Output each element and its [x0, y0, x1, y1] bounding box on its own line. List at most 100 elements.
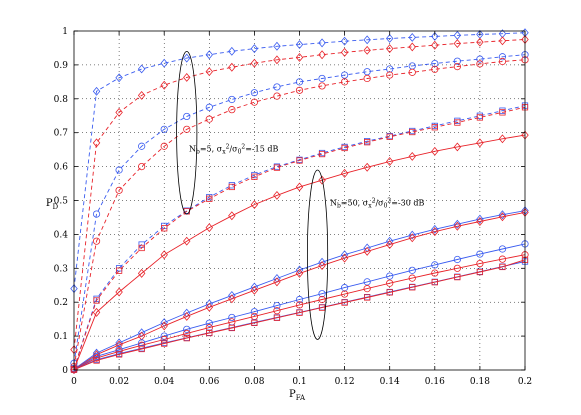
data-point-diamond: [92, 138, 101, 148]
series-red-circle-solid: [70, 251, 529, 374]
data-point-square: [499, 263, 506, 271]
y-tick-label: 0: [62, 366, 68, 376]
data-point-square: [296, 157, 303, 164]
series-red-square-solid: [70, 256, 529, 373]
data-point-square: [228, 324, 235, 332]
annotation-nb5-nsub: b: [196, 148, 200, 155]
data-point-diamond: [453, 39, 462, 49]
annotation-nb5-eq1: =5, σ: [200, 144, 223, 153]
data-point-circle: [295, 78, 304, 86]
data-point-circle: [92, 237, 101, 245]
data-point-circle: [92, 354, 101, 362]
data-point-circle: [205, 115, 213, 123]
data-point-diamond: [160, 58, 168, 68]
x-axis-label-main: P: [289, 389, 296, 400]
data-point-square: [161, 340, 168, 347]
data-point-diamond: [137, 90, 146, 100]
data-point-diamond: [183, 53, 191, 63]
data-point-diamond: [453, 142, 462, 152]
data-point-square: [454, 273, 461, 281]
data-point-square: [318, 304, 326, 311]
data-point-circle: [453, 57, 461, 65]
data-point-square: [93, 297, 100, 304]
annotation-nb5-xsub: x: [222, 148, 226, 155]
series-line: [73, 32, 526, 289]
y-tick-label: 0.3: [54, 264, 69, 274]
annotation-nb50-nsub: b: [337, 203, 341, 210]
data-point-diamond: [92, 86, 101, 96]
data-point-diamond: [363, 35, 371, 45]
data-point-circle: [318, 295, 326, 304]
data-point-square: [273, 314, 281, 321]
x-tick-label: 0.04: [154, 377, 174, 387]
data-point-square: [206, 195, 213, 202]
annotation-nb50-zsub: 0: [384, 203, 388, 210]
data-point-circle: [228, 95, 236, 104]
data-point-circle: [295, 86, 304, 94]
data-point-diamond: [431, 146, 439, 156]
data-point-circle: [250, 98, 258, 106]
x-tick-label: 0.06: [199, 377, 219, 387]
data-point-circle: [115, 186, 123, 194]
data-point-diamond: [295, 52, 304, 62]
data-point-circle: [205, 319, 213, 327]
data-point-circle: [228, 313, 236, 322]
data-point-diamond: [295, 40, 304, 50]
data-point-diamond: [205, 223, 214, 233]
data-point-square: [409, 128, 416, 136]
data-point-diamond: [340, 253, 349, 263]
data-point-circle: [386, 272, 394, 280]
data-point-circle: [476, 250, 484, 258]
annotation-nb5-sup2b: 2: [241, 143, 245, 150]
data-point-circle: [160, 142, 168, 150]
data-point-diamond: [476, 37, 484, 47]
data-point-circle: [138, 163, 146, 171]
data-point-circle: [318, 290, 326, 298]
data-point-diamond: [115, 73, 123, 83]
data-point-circle: [408, 274, 416, 282]
data-point-diamond: [385, 240, 394, 250]
data-point-square: [251, 319, 258, 326]
data-point-square: [364, 294, 371, 301]
data-point-circle: [318, 82, 326, 90]
series-line: [73, 254, 526, 371]
data-point-square: [386, 133, 393, 140]
data-point-diamond: [363, 162, 371, 172]
data-point-circle: [340, 290, 349, 298]
data-point-diamond: [340, 250, 349, 260]
series-line: [73, 259, 526, 371]
y-tick-label: 1: [62, 27, 68, 37]
data-point-circle: [340, 78, 349, 86]
data-point-diamond: [408, 32, 416, 42]
data-point-diamond: [273, 55, 281, 65]
series-red-square-dashed: [70, 104, 529, 373]
data-point-square: [115, 351, 123, 358]
data-point-circle: [363, 74, 371, 83]
y-tick-label: 0.6: [54, 163, 69, 173]
data-point-square: [138, 241, 145, 248]
data-point-circle: [386, 279, 394, 287]
grid: [74, 31, 525, 370]
data-point-diamond: [205, 302, 214, 312]
data-point-circle: [386, 71, 394, 79]
data-point-circle: [205, 324, 213, 332]
data-point-diamond: [408, 233, 416, 243]
ellipse-group: [176, 50, 329, 340]
data-point-diamond: [431, 31, 439, 41]
data-point-diamond: [228, 62, 236, 72]
data-point-diamond: [228, 211, 236, 221]
data-point-diamond: [408, 42, 416, 52]
data-point-circle: [115, 166, 123, 174]
data-point-diamond: [228, 294, 236, 304]
data-point-diamond: [295, 182, 304, 192]
data-point-diamond: [340, 36, 349, 46]
data-point-diamond: [160, 321, 168, 331]
data-point-circle: [250, 89, 258, 97]
data-point-diamond: [137, 268, 146, 278]
data-point-circle: [295, 295, 304, 304]
data-point-diamond: [453, 219, 462, 229]
y-tick-label: 0.1: [54, 332, 68, 342]
data-point-square: [138, 244, 145, 252]
data-point-diamond: [250, 44, 259, 54]
